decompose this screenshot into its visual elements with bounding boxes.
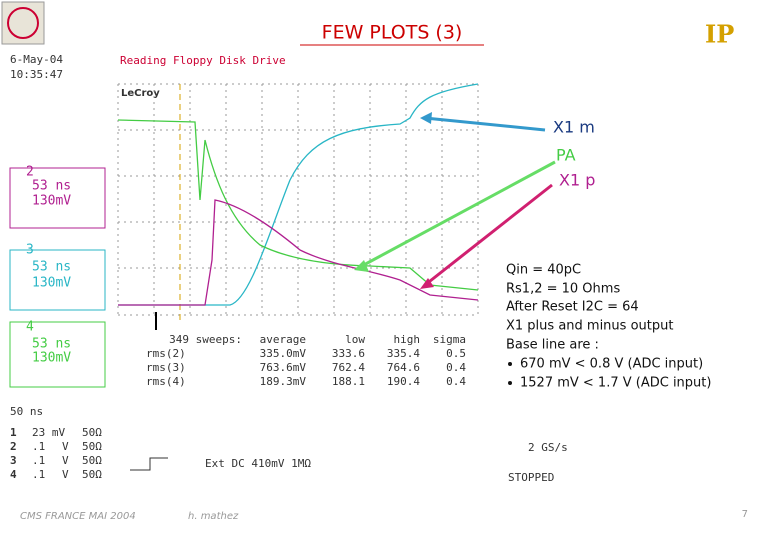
footer-left: CMS FRANCE MAI 2004	[20, 511, 136, 522]
channel-time: 53 ns	[32, 337, 71, 352]
arrowhead	[354, 260, 369, 272]
slide-title: FEW PLOTS (3)	[322, 22, 463, 44]
setting-value: 23 mV	[32, 426, 65, 439]
ipnl-logo-text: IP	[705, 20, 734, 49]
arrow	[424, 116, 546, 132]
setting-value: 50Ω	[82, 440, 102, 453]
note: 1527 mV < 1.7 V (ADC input)	[520, 376, 711, 391]
arrowhead	[420, 112, 432, 124]
trace-x1p	[118, 199, 479, 306]
scope-time: 10:35:47	[10, 68, 63, 81]
trigger-setting: Ext DC 410mV 1MΩ	[205, 457, 311, 470]
setting-channel: 3	[10, 454, 17, 467]
scope-date: 6-May-04	[10, 53, 63, 66]
stats-value: 0.5	[446, 347, 466, 360]
setting-value: V	[62, 440, 69, 453]
stats-value: 764.6	[387, 361, 420, 374]
stats-header: 349 sweeps:	[169, 333, 242, 346]
ipnl-logo	[688, 18, 744, 54]
stats-value: 0.4	[446, 375, 466, 388]
trace-x1m	[118, 83, 479, 306]
stats-label: rms(2)	[146, 347, 186, 360]
setting-channel: 4	[10, 468, 17, 481]
channel-box	[9, 167, 106, 229]
trigger-symbol	[130, 457, 168, 471]
stats-value: 0.4	[446, 361, 466, 374]
scope-brand: LeCroy	[121, 88, 160, 99]
stats-value: 335.4	[387, 347, 420, 360]
arrow	[359, 160, 556, 269]
arrowhead	[420, 278, 434, 289]
setting-value: 50Ω	[82, 468, 102, 481]
channel-box	[9, 321, 106, 388]
setting-channel: 1	[10, 426, 17, 439]
stats-header: sigma	[433, 333, 466, 346]
setting-value: .1	[32, 440, 45, 453]
channel-settings: 1 23 mV 50Ω 2 .1 V 50Ω 3 .1 V 50Ω 4 .1 V 50Ω	[10, 426, 102, 481]
stats-header: low	[345, 333, 365, 346]
channel-box	[9, 249, 106, 311]
stats-value: 189.3mV	[260, 375, 307, 388]
bullet	[508, 381, 512, 385]
stats-rows: rms(2) 335.0mV 333.6 335.4 0.5 rms(3) 763.6mV 7…	[146, 347, 466, 388]
trace-pa	[117, 119, 479, 291]
stats-value: 763.6mV	[260, 361, 307, 374]
annotation: X1 m	[553, 118, 595, 137]
setting-value: V	[62, 468, 69, 481]
arrow	[424, 183, 553, 287]
stats-header: high	[394, 333, 421, 346]
stats-value: 188.1	[332, 375, 365, 388]
channel-number: 2	[26, 165, 34, 180]
setting-value: 50Ω	[82, 426, 102, 439]
bullet	[508, 362, 512, 366]
channel-number: 3	[26, 243, 34, 258]
channel-volts: 130mV	[32, 194, 71, 209]
annotation: PA	[556, 146, 576, 165]
setting-value: .1	[32, 468, 45, 481]
sample-rate: 2 GS/s	[528, 441, 568, 454]
note: Qin = 40pC	[506, 263, 581, 278]
acquisition-status: STOPPED	[508, 471, 554, 484]
note: Base line are :	[506, 338, 599, 353]
stats-label: rms(3)	[146, 361, 186, 374]
channel-number: 4	[26, 320, 34, 335]
stats-value: 762.4	[332, 361, 365, 374]
setting-channel: 2	[10, 440, 17, 453]
channel-time: 53 ns	[32, 179, 71, 194]
channel-volts: 130mV	[32, 351, 71, 366]
scope-caption: Reading Floppy Disk Drive	[120, 54, 286, 67]
note: X1 plus and minus output	[506, 319, 673, 334]
footer-author: h. mathez	[188, 511, 239, 522]
stats-value: 333.6	[332, 347, 365, 360]
stats-header: average	[260, 333, 306, 346]
channel-time: 53 ns	[32, 260, 71, 275]
stats-value: 190.4	[387, 375, 420, 388]
annotation: X1 p	[559, 171, 595, 190]
channel-volts: 130mV	[32, 276, 71, 291]
note: Rs1,2 = 10 Ohms	[506, 282, 620, 297]
setting-value: 50Ω	[82, 454, 102, 467]
scope-grid	[117, 83, 479, 316]
cms-logo-ring	[7, 7, 39, 39]
page-number: 7	[742, 509, 748, 520]
stats-value: 335.0mV	[260, 347, 307, 360]
setting-value: V	[62, 454, 69, 467]
note: 670 mV < 0.8 V (ADC input)	[520, 357, 703, 372]
setting-value: .1	[32, 454, 45, 467]
timebase: 50 ns	[10, 405, 43, 418]
stats-label: rms(4)	[146, 375, 186, 388]
note: After Reset I2C = 64	[506, 300, 639, 315]
